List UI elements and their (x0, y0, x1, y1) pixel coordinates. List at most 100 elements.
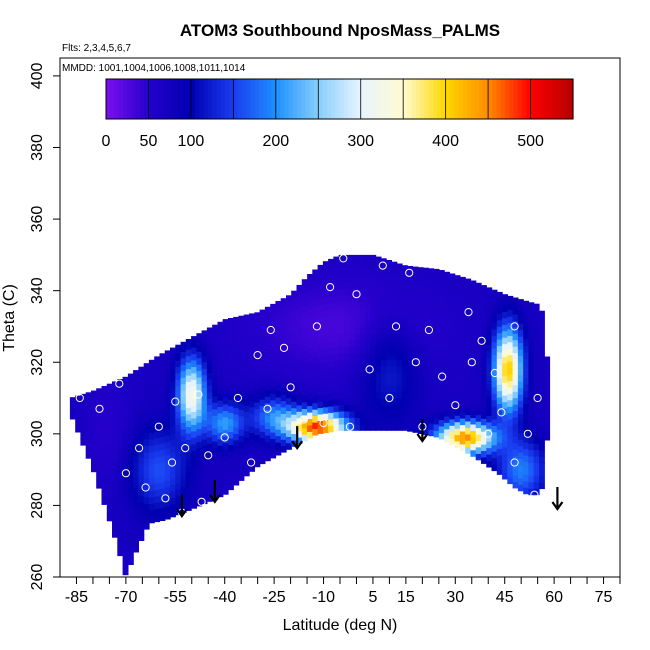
heatmap-cell (354, 410, 361, 418)
heatmap-cell (138, 469, 145, 477)
heatmap-cell (138, 534, 145, 541)
heatmap-cell (354, 275, 361, 283)
heatmap-cell (154, 476, 161, 484)
heatmap-cell (322, 297, 329, 305)
heatmap-cell (496, 429, 503, 437)
heatmap-cell (407, 321, 414, 329)
heatmap-cell (465, 278, 472, 280)
observation-point (312, 322, 321, 331)
heatmap-cell (191, 443, 197, 451)
heatmap-cell (386, 410, 392, 418)
heatmap-cell (191, 437, 197, 445)
heatmap-cell (528, 423, 535, 431)
heatmap-cell (459, 282, 466, 290)
heatmap-cell (222, 365, 229, 373)
colorbar-segment (326, 79, 332, 119)
heatmap-cell (512, 410, 519, 418)
heatmap-cell (143, 413, 150, 421)
heatmap-cell (254, 440, 261, 448)
colorbar-segment (360, 79, 366, 119)
heatmap-cell (507, 470, 514, 478)
heatmap-cell (164, 493, 171, 501)
heatmap-cell (196, 357, 203, 365)
heatmap-cell (459, 366, 466, 374)
heatmap-cell (533, 449, 540, 457)
heatmap-cell (359, 423, 366, 431)
heatmap-cell (117, 471, 124, 479)
heatmap-cell (449, 431, 456, 439)
heatmap-cell (291, 394, 298, 402)
heatmap-cell (517, 368, 524, 376)
heatmap-cell (143, 393, 150, 401)
heatmap-cell (122, 426, 129, 434)
heatmap-cell (85, 406, 92, 414)
heatmap-cell (412, 284, 419, 292)
heatmap-cell (138, 392, 145, 400)
heatmap-cell (365, 378, 371, 386)
heatmap-cell (159, 501, 166, 509)
colorbar-segment (488, 79, 493, 119)
heatmap-cell (338, 320, 345, 328)
heatmap-cell (449, 412, 456, 420)
heatmap-cell (523, 358, 530, 366)
heatmap-cell (170, 387, 176, 395)
colorbar-segment (144, 79, 149, 119)
heatmap-cell (344, 410, 350, 418)
heatmap-cell (138, 418, 145, 426)
heatmap-cell (249, 393, 255, 401)
heatmap-cell (539, 482, 545, 490)
heatmap-cell (312, 338, 319, 346)
heatmap-cell (523, 364, 530, 372)
heatmap-cell (264, 454, 271, 462)
heatmap-cell (344, 320, 350, 328)
colorbar-tick-label: 200 (262, 133, 289, 150)
heatmap-cell (391, 301, 398, 309)
heatmap-cell (196, 460, 203, 468)
heatmap-cell (407, 392, 414, 400)
heatmap-cell (133, 513, 139, 521)
heatmap-cell (470, 436, 477, 444)
heatmap-cell (359, 262, 366, 270)
heatmap-cell (322, 348, 329, 356)
heatmap-cell (417, 362, 424, 370)
heatmap-cell (206, 436, 213, 444)
observation-point (533, 393, 542, 403)
colorbar-segment (322, 79, 328, 119)
heatmap-cell (138, 514, 145, 522)
heatmap-cell (206, 385, 213, 393)
heatmap-cell (365, 327, 371, 335)
heatmap-cell (349, 365, 356, 373)
heatmap-cell (138, 443, 145, 451)
heatmap-cell (465, 375, 472, 383)
heatmap-cell (296, 379, 303, 387)
heatmap-cell (354, 254, 361, 257)
heatmap-cell (370, 391, 377, 399)
heatmap-cell (465, 298, 472, 306)
heatmap-cell (185, 478, 192, 486)
heatmap-cell (206, 423, 213, 431)
heatmap-cell (486, 331, 493, 339)
heatmap-cell (317, 298, 324, 305)
heatmap-cell (175, 437, 182, 445)
heatmap-cell (180, 357, 187, 365)
heatmap-cell (491, 296, 498, 304)
heatmap-cell (428, 358, 435, 366)
heatmap-cell (312, 409, 319, 417)
heatmap-cell (454, 376, 461, 384)
heatmap-cell (375, 307, 382, 315)
heatmap-cell (470, 391, 477, 399)
heatmap-cell (496, 455, 503, 462)
heatmap-cell (133, 474, 139, 482)
heatmap-cell (396, 404, 403, 412)
heatmap-cell (444, 293, 450, 301)
heatmap-cell (117, 452, 124, 460)
heatmap-cell (148, 400, 155, 408)
heatmap-cell (291, 298, 298, 306)
heatmap-cell (170, 478, 176, 486)
heatmap-cell (238, 345, 245, 353)
heatmap-cell (517, 407, 524, 414)
colorbar-segment (220, 79, 226, 119)
heatmap-cell (206, 346, 213, 354)
heatmap-cell (517, 432, 524, 440)
heatmap-cell (370, 254, 377, 257)
